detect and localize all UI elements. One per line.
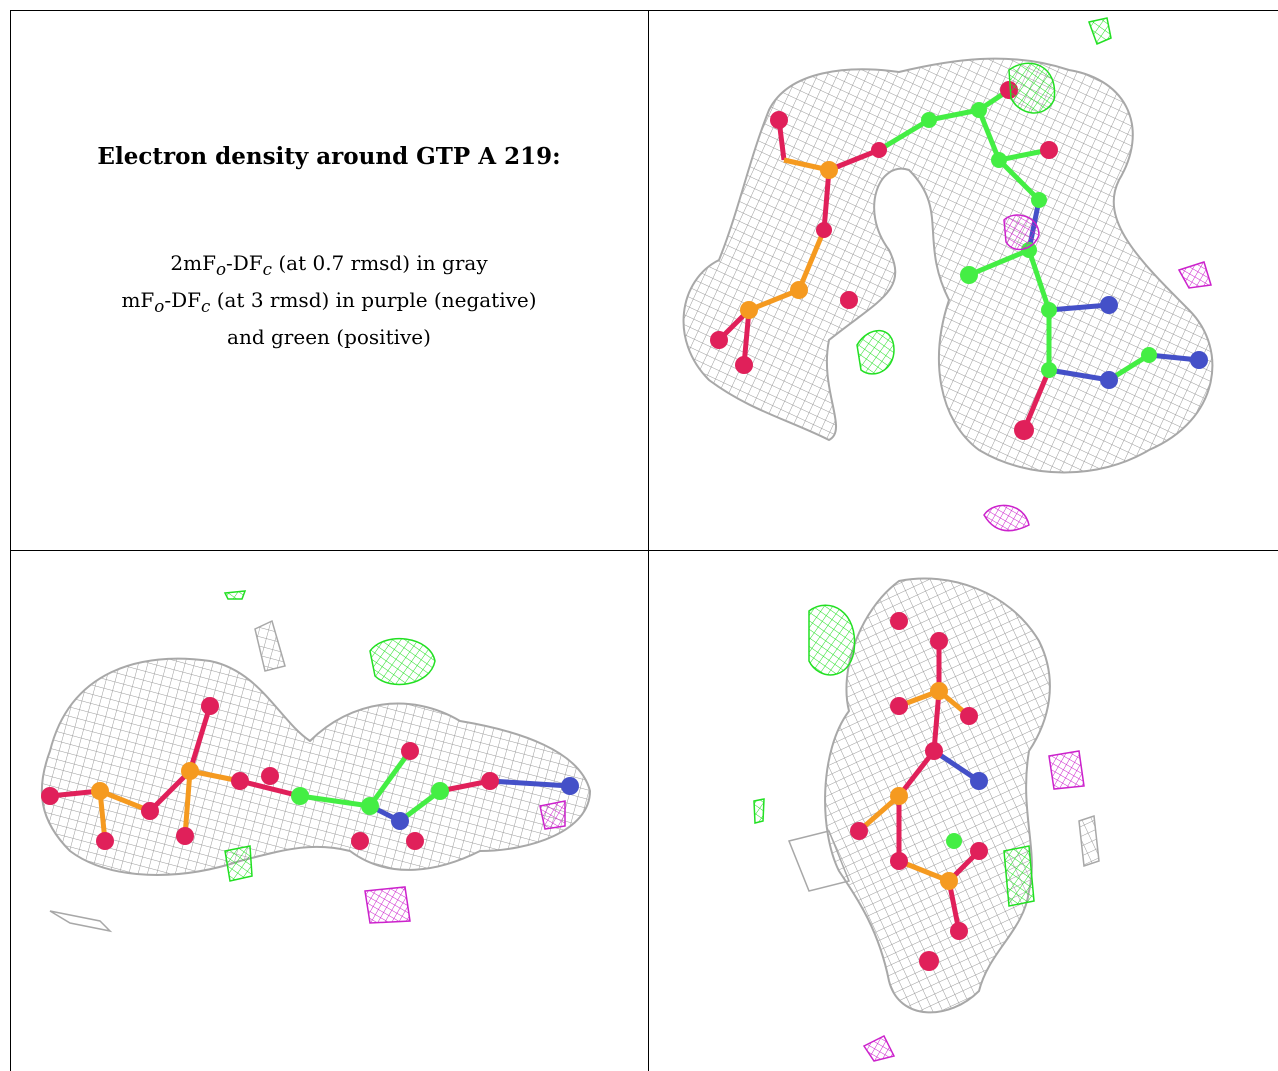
gray-mesh-blob (682, 57, 1214, 474)
caption-panel: Electron density around GTP A 219: 2mFo-… (10, 10, 648, 550)
border-top (10, 10, 1278, 11)
green-mesh-side-top (369, 637, 436, 686)
green-mesh-side-bottom (224, 845, 253, 882)
gray-mesh-blob-end (824, 577, 1051, 1014)
figure-legend: 2mFo-DFc (at 0.7 rmsd) in gray mFo-DFc (… (10, 248, 648, 352)
green-mesh-end-small (753, 798, 765, 824)
purple-mesh-end-right (1048, 750, 1085, 790)
border-mid-horizontal (10, 550, 1278, 551)
legend-line-green: and green (positive) (227, 325, 431, 349)
ligand-atoms (710, 81, 1208, 440)
green-mesh-end-right (1003, 845, 1035, 907)
legend-2-mid: -DF (164, 288, 201, 312)
legend-2-sub-c: c (201, 297, 211, 316)
ligand-atoms-end (850, 612, 988, 971)
figure-title: Electron density around GTP A 219: (97, 143, 561, 170)
legend-2-prefix: mF (121, 288, 155, 312)
density-view-end (649, 551, 1277, 1071)
gray-mesh-fragment (49, 910, 113, 933)
green-mesh-small (1088, 17, 1112, 46)
gray-mesh-blob-side (40, 657, 592, 876)
ligand-atoms-side (41, 697, 579, 850)
green-mesh-end-left (808, 604, 856, 676)
legend-line-difference: mFo-DFc (at 3 rmsd) in purple (negative) (10, 285, 648, 322)
density-view-end-svg (753, 577, 1100, 1062)
border-left (10, 10, 11, 1071)
purple-mesh-side-right (539, 800, 566, 830)
purple-mesh-end-bottom (862, 1034, 896, 1062)
green-mesh-top (1008, 62, 1056, 114)
density-view-top-svg (682, 17, 1214, 532)
legend-1-sub-c: c (262, 260, 272, 279)
purple-mesh-side-bottom (364, 886, 411, 924)
legend-1-rest: (at 0.7 rmsd) in gray (272, 251, 488, 275)
purple-mesh-right (1177, 261, 1212, 289)
purple-mesh-mid (1003, 214, 1040, 251)
legend-1-sub-o: o (215, 260, 226, 279)
legend-1-mid: -DF (225, 251, 263, 275)
border-mid-vertical (648, 10, 649, 1071)
legend-1-prefix: 2mF (170, 251, 216, 275)
density-view-top (649, 10, 1277, 550)
gray-mesh-end-fragment-right (1078, 814, 1100, 868)
gray-mesh-fragment-top (254, 619, 286, 672)
purple-mesh-bottom (983, 504, 1030, 532)
density-view-side (10, 551, 648, 1071)
gray-mesh-end-fragment (787, 830, 851, 892)
legend-line-gray: 2mFo-DFc (at 0.7 rmsd) in gray (10, 248, 648, 285)
green-mesh-mid (856, 329, 895, 375)
legend-2-rest: (at 3 rmsd) in purple (negative) (210, 288, 537, 312)
green-mesh-side-small (223, 590, 247, 600)
legend-2-sub-o: o (154, 297, 165, 316)
density-view-side-svg (40, 590, 592, 933)
